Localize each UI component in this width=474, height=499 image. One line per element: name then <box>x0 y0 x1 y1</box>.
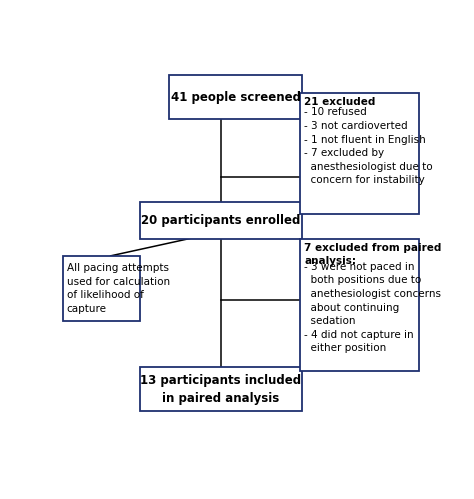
FancyBboxPatch shape <box>140 202 301 239</box>
FancyBboxPatch shape <box>300 239 419 371</box>
Text: 41 people screened: 41 people screened <box>171 91 301 104</box>
Text: 13 participants included
in paired analysis: 13 participants included in paired analy… <box>140 374 301 405</box>
Text: 21 excluded: 21 excluded <box>304 97 376 107</box>
FancyBboxPatch shape <box>169 75 301 119</box>
Text: - 3 were not paced in
  both positions due to
  anethesiologist concerns
  about: - 3 were not paced in both positions due… <box>304 262 441 353</box>
Text: - 10 refused
- 3 not cardioverted
- 1 not fluent in English
- 7 excluded by
  an: - 10 refused - 3 not cardioverted - 1 no… <box>304 107 433 186</box>
FancyBboxPatch shape <box>300 92 419 214</box>
Text: All pacing attempts
used for calculation
of likelihood of
capture: All pacing attempts used for calculation… <box>66 263 170 314</box>
FancyBboxPatch shape <box>140 367 301 412</box>
FancyBboxPatch shape <box>63 256 140 321</box>
Text: 20 participants enrolled: 20 participants enrolled <box>141 214 301 227</box>
Text: 7 excluded from paired
analysis:: 7 excluded from paired analysis: <box>304 243 442 266</box>
